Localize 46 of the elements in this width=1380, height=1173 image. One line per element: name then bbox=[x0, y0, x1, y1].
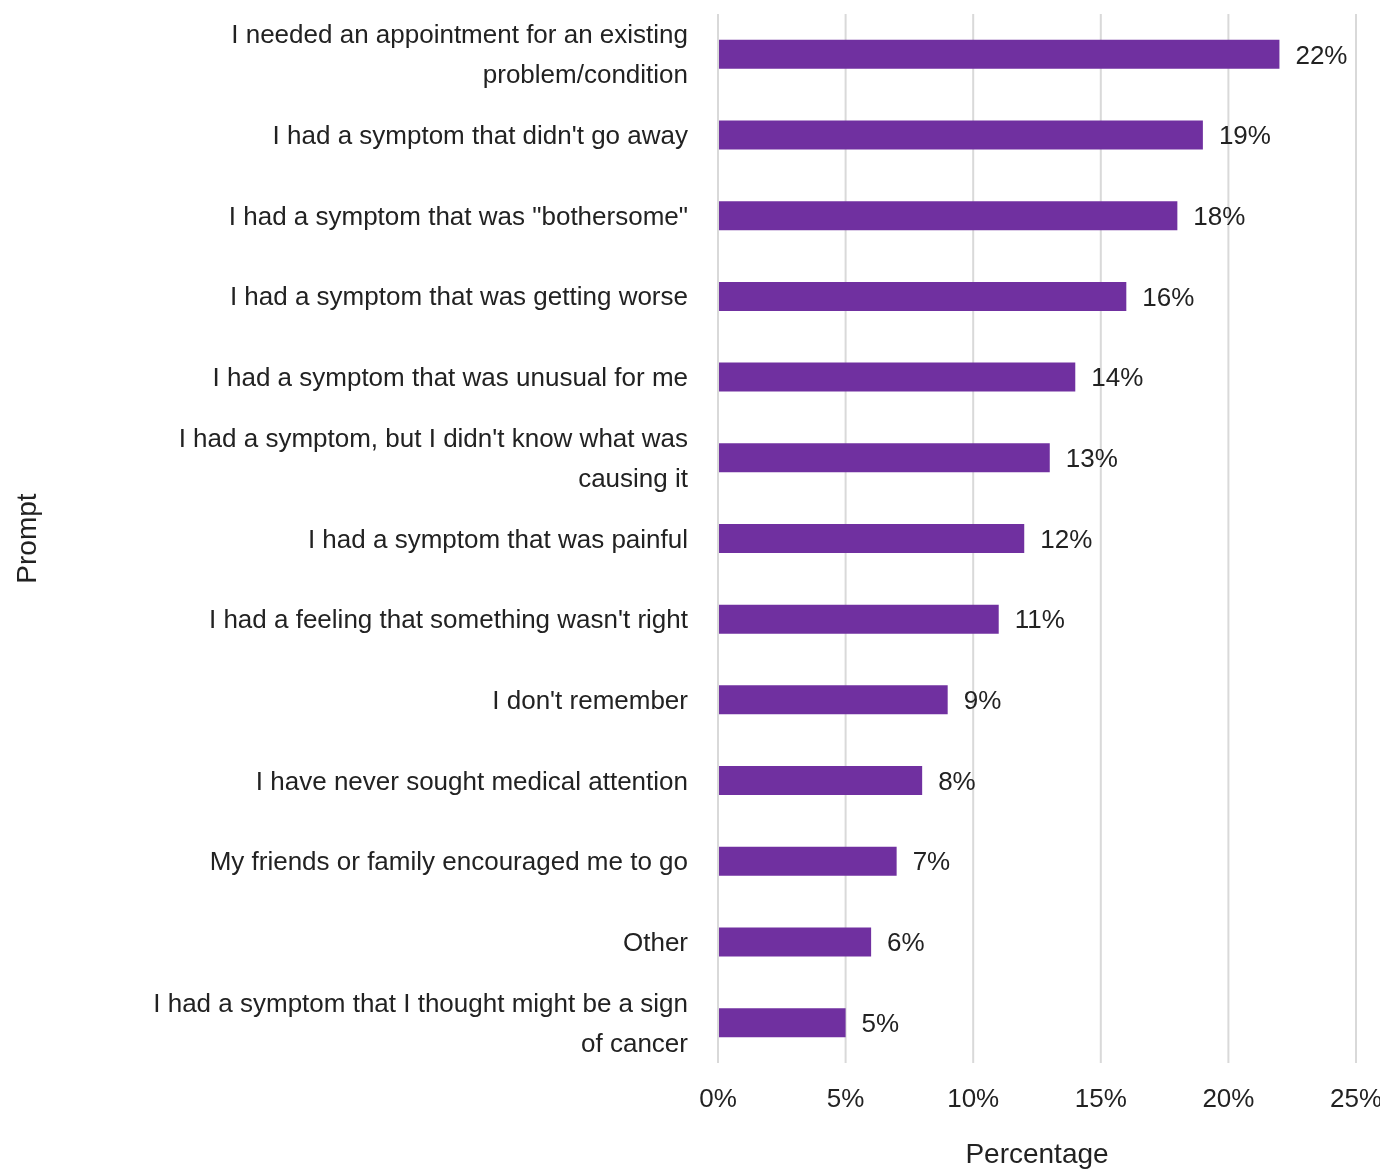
x-tick-label: 15% bbox=[1074, 1083, 1127, 1114]
y-tick-label: I don't remember bbox=[492, 684, 689, 715]
y-tick-label: I had a feeling that something wasn't right bbox=[208, 604, 689, 635]
data-label: 8% bbox=[938, 765, 976, 796]
bar bbox=[718, 685, 948, 715]
bar bbox=[718, 443, 1050, 473]
bar bbox=[718, 1008, 846, 1038]
x-axis-title: Percentage bbox=[965, 1138, 1109, 1169]
y-tick-label: My friends or family encouraged me to go bbox=[209, 846, 688, 877]
bar bbox=[718, 281, 1127, 311]
x-tick-label: 5% bbox=[826, 1083, 865, 1114]
bar bbox=[718, 846, 897, 876]
bar bbox=[718, 120, 1203, 150]
data-label: 11% bbox=[1014, 604, 1065, 635]
x-tick-label: 10% bbox=[947, 1083, 1000, 1114]
data-label: 14% bbox=[1091, 362, 1144, 393]
data-label: 7% bbox=[912, 846, 951, 877]
x-tick-label: 0% bbox=[699, 1083, 737, 1114]
y-axis-title: Prompt bbox=[10, 493, 42, 584]
bar bbox=[718, 927, 872, 957]
y-tick-label: I had a symptom that was "bothersome" bbox=[228, 200, 688, 231]
bar bbox=[718, 39, 1280, 69]
y-tick-label: I had a symptom that was unusual for me bbox=[212, 362, 688, 393]
data-label: 12% bbox=[1040, 523, 1093, 554]
data-label: 16% bbox=[1142, 281, 1195, 312]
bar bbox=[718, 523, 1025, 553]
bar bbox=[718, 201, 1178, 231]
data-label: 6% bbox=[887, 927, 925, 958]
y-tick-label: I had a symptom that was getting worse bbox=[229, 281, 688, 312]
bar bbox=[718, 604, 999, 634]
y-tick-label: I had a symptom that I thought might be a sign of cancer bbox=[153, 987, 689, 1058]
y-tick-label: Other bbox=[622, 926, 689, 957]
y-tick-label: I had a symptom that was painful bbox=[307, 523, 688, 554]
y-tick-label: I needed an appointment for an existing problem/condition bbox=[231, 19, 688, 90]
x-tick-label: 20% bbox=[1202, 1083, 1255, 1114]
y-tick-label: I have never sought medical attention bbox=[255, 765, 688, 796]
data-label: 5% bbox=[861, 1007, 900, 1038]
data-label: 18% bbox=[1193, 200, 1246, 231]
data-label: 9% bbox=[963, 685, 1002, 716]
y-tick-label: I had a symptom, but I didn't know what was causing it bbox=[178, 422, 689, 493]
y-tick-label: I had a symptom that didn't go away bbox=[272, 120, 688, 151]
data-label: 22% bbox=[1295, 39, 1348, 70]
bar bbox=[718, 362, 1076, 392]
bar bbox=[718, 766, 923, 796]
data-label: 19% bbox=[1218, 120, 1271, 151]
data-label: 13% bbox=[1065, 443, 1118, 474]
